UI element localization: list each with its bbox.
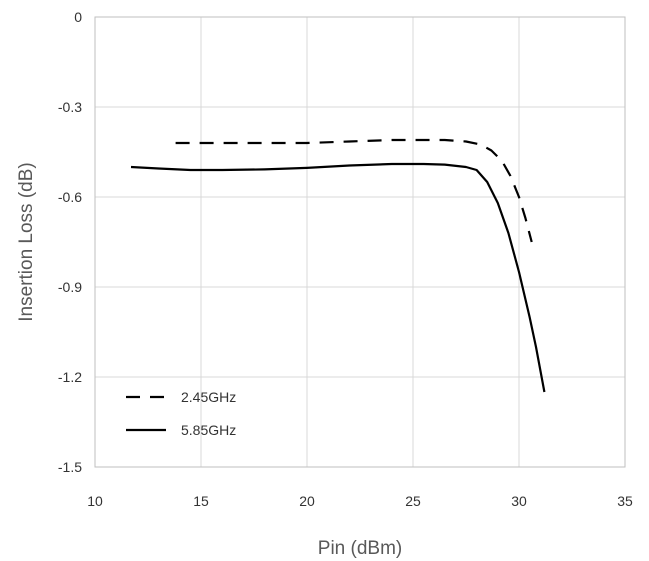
plot-frame	[94, 16, 626, 468]
y-tick-label: 0	[74, 9, 82, 25]
y-tick-label: -1.5	[58, 459, 82, 475]
series-group	[130, 138, 546, 393]
x-tick-label: 30	[511, 493, 527, 509]
y-tick-label: -0.6	[58, 189, 82, 205]
y-tick-label: -0.3	[58, 99, 82, 115]
x-tick-label: 20	[299, 493, 315, 509]
x-tick-label: 35	[617, 493, 633, 509]
x-tick-label: 25	[405, 493, 421, 509]
y-tick-label: -1.2	[58, 369, 82, 385]
x-tick-label: 10	[87, 493, 103, 509]
grid	[95, 17, 625, 467]
series-line-2-45ghz	[175, 138, 533, 243]
y-tick-labels: 0 -0.3 -0.6 -0.9 -1.2 -1.5	[58, 9, 82, 475]
y-tick-label: -0.9	[58, 279, 82, 295]
x-tick-labels: 10 15 20 25 30 35	[87, 493, 633, 509]
series-line-5-85ghz	[130, 162, 546, 393]
x-tick-label: 15	[193, 493, 209, 509]
legend: 2.45GHz 5.85GHz	[126, 389, 236, 438]
x-axis-label: Pin (dBm)	[318, 538, 402, 559]
legend-label: 2.45GHz	[181, 389, 236, 405]
y-axis-label: Insertion Loss (dB)	[16, 162, 37, 321]
legend-label: 5.85GHz	[181, 422, 236, 438]
